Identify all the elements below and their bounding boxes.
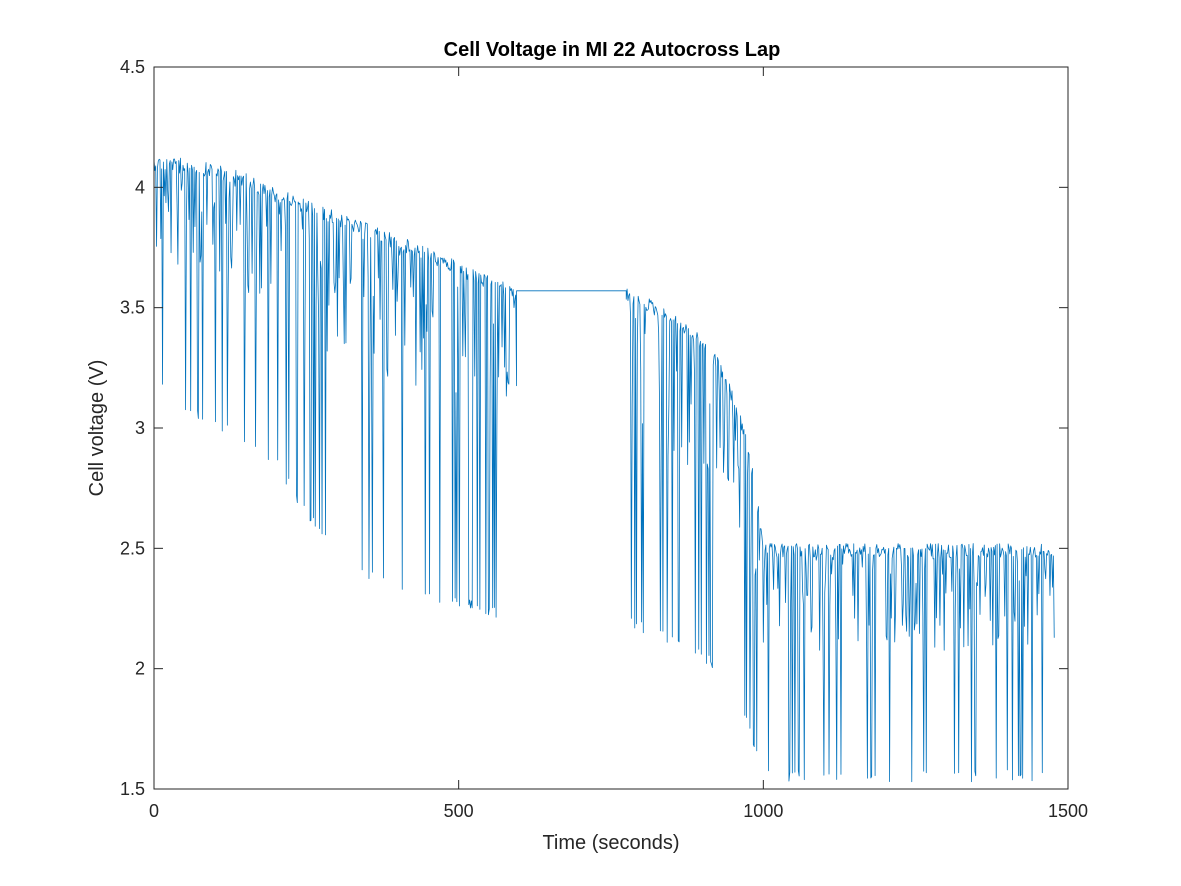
y-tick-label: 1.5 [120,779,145,799]
voltage-series-line [154,157,1055,783]
plot-area [153,66,1069,790]
x-tick-label: 1000 [743,801,783,821]
chart-title: Cell Voltage in MI 22 Autocross Lap [444,39,781,61]
y-axis-label: Cell voltage (V) [86,360,108,497]
y-tick-label: 2 [135,659,145,679]
y-axis: 1.5 2 2.5 3 3.5 4 4.5 [120,57,1068,799]
y-tick-label: 4 [135,177,145,197]
x-tick-label: 1500 [1048,801,1088,821]
y-tick-label: 3 [135,418,145,438]
y-tick-label: 3.5 [120,298,145,318]
axes-background [154,67,1068,789]
series-layer [154,157,1055,783]
x-axis-label: Time (seconds) [542,832,679,854]
x-tick-label: 0 [149,801,159,821]
x-axis: 0 500 1000 1500 [149,67,1088,821]
y-tick-label: 4.5 [120,57,145,77]
x-tick-label: 500 [444,801,474,821]
y-tick-label: 2.5 [120,538,145,558]
